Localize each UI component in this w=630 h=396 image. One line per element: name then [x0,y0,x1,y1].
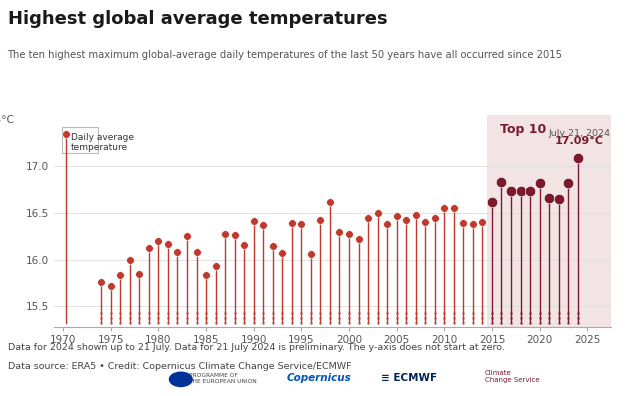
Text: The ten highest maximum global-average daily temperatures of the last 50 years h: The ten highest maximum global-average d… [8,50,563,59]
Text: Data for 2024 shown up to 21 July. Data for 21 July 2024 is preliminary. The y-a: Data for 2024 shown up to 21 July. Data … [8,343,505,352]
Text: Copernicus: Copernicus [287,373,352,383]
Text: 17.5°C: 17.5°C [0,115,14,125]
Text: ≡ ECMWF: ≡ ECMWF [381,373,437,383]
Text: Highest global average temperatures: Highest global average temperatures [8,10,387,28]
Text: Data source: ERA5 • Credit: Copernicus Climate Change Service/ECMWF: Data source: ERA5 • Credit: Copernicus C… [8,362,351,371]
Text: temperature: temperature [71,143,129,152]
Text: July 21, 2024: July 21, 2024 [549,129,610,138]
Text: PROGRAMME OF
THE EUROPEAN UNION: PROGRAMME OF THE EUROPEAN UNION [189,373,257,384]
Bar [487,115,611,327]
Text: Daily average: Daily average [71,133,134,142]
Text: 17.09°C: 17.09°C [555,136,604,146]
Text: Climate
Change Service: Climate Change Service [485,370,540,383]
FancyBboxPatch shape [62,127,98,153]
Text: Top 10: Top 10 [500,123,546,136]
